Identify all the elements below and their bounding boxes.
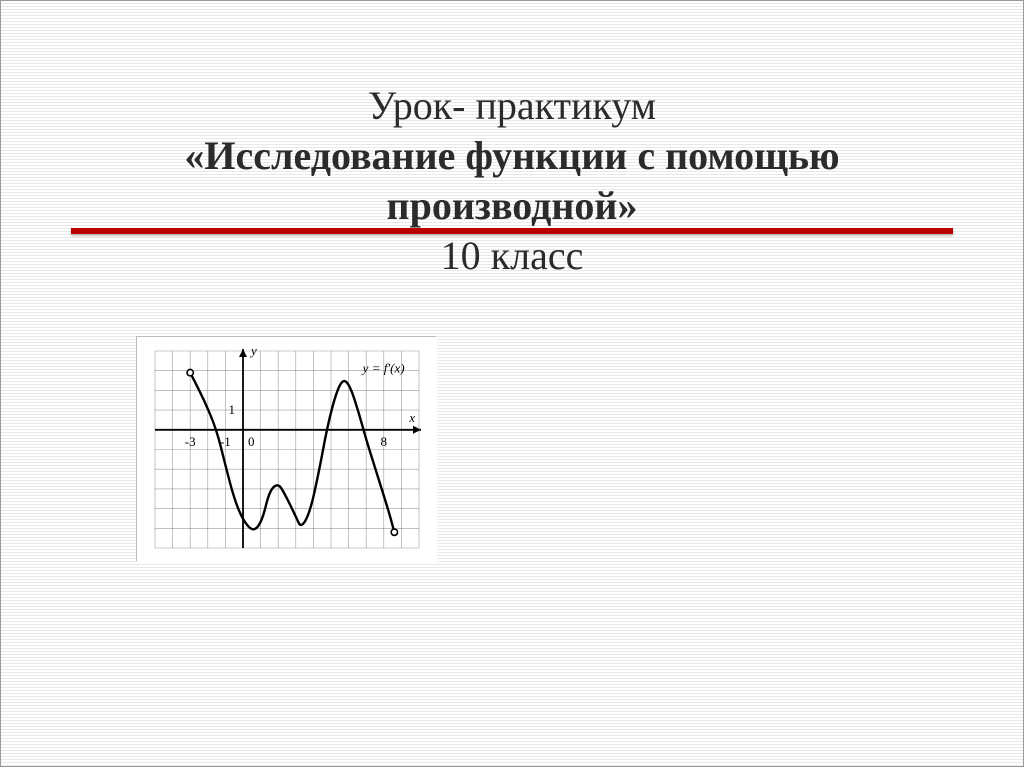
chart-svg: y x y = f′(x) 0 8 -3 -1 1 [137, 337, 437, 562]
slide: Урок- практикум «Исследование функции с … [0, 0, 1024, 767]
title-line-3: производной» [71, 181, 953, 231]
svg-text:8: 8 [381, 434, 388, 449]
svg-text:0: 0 [248, 434, 255, 449]
title-underline [71, 228, 953, 234]
title-line-1: Урок- практикум [71, 81, 953, 131]
svg-text:y: y [249, 343, 257, 358]
svg-text:-1: -1 [220, 434, 231, 449]
svg-text:1: 1 [229, 402, 236, 417]
derivative-chart: y x y = f′(x) 0 8 -3 -1 1 [136, 336, 436, 561]
svg-text:y = f′(x): y = f′(x) [361, 361, 405, 376]
svg-text:-3: -3 [185, 434, 196, 449]
title-line-4: 10 класс [71, 231, 953, 281]
slide-title: Урок- практикум «Исследование функции с … [71, 81, 953, 281]
svg-text:x: x [408, 410, 415, 425]
title-line-2: «Исследование функции с помощью [71, 131, 953, 181]
